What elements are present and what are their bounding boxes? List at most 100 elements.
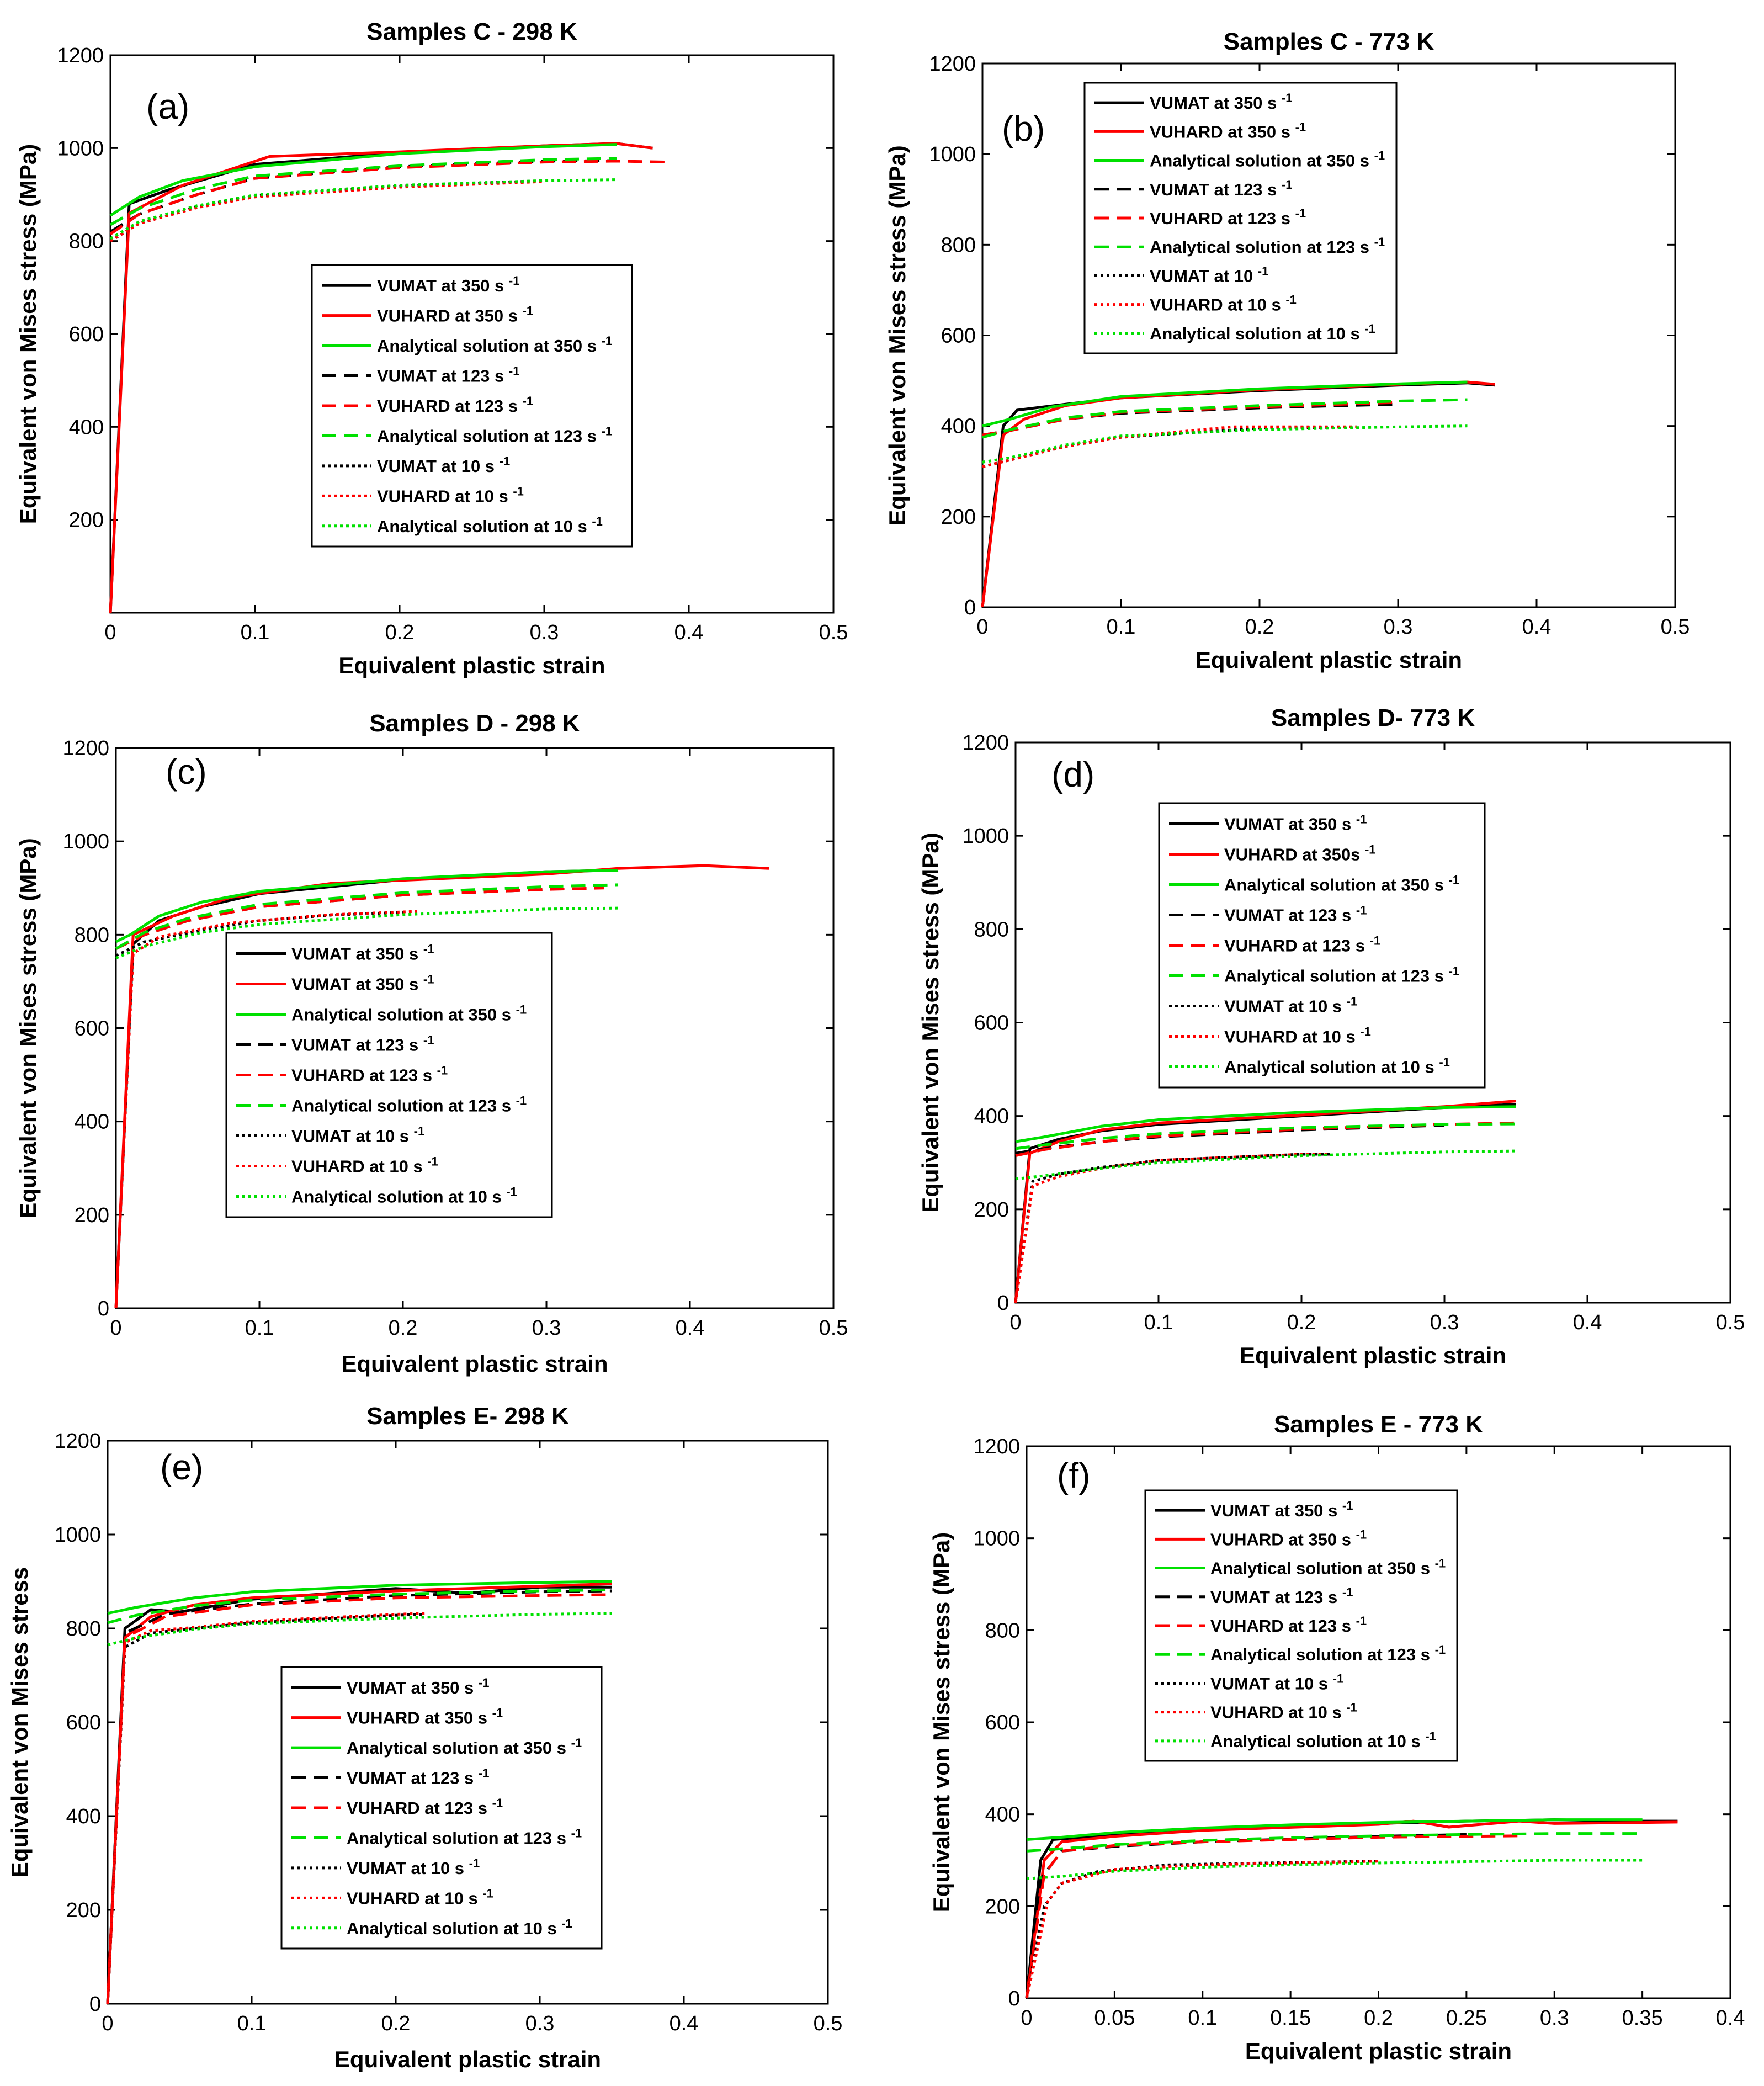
legend-label: VUHARD at 123 s -1: [377, 394, 533, 416]
series-line-9: [1026, 1859, 1643, 1880]
legend-box: [280, 1666, 603, 1950]
x-tick-label: 0: [1021, 2007, 1032, 2030]
legend-label: Analytical solution at 10 s -1: [347, 1916, 572, 1938]
legend-label: VUMAT at 123 s -1: [347, 1766, 489, 1788]
legend-label: VUHARD at 10 s -1: [347, 1886, 493, 1908]
legend-label: VUMAT at 10 s -1: [377, 454, 510, 476]
y-tick-label: 0: [997, 1292, 1009, 1315]
legend-label: VUMAT at 10 s -1: [347, 1856, 480, 1878]
y-tick-label: 200: [985, 1895, 1020, 1918]
legend-label: VUMAT at 350 s -1: [377, 274, 519, 296]
x-axis-label: Equivalent plastic strain: [1240, 1342, 1506, 1368]
legend-label: Analytical solution at 350 s -1: [377, 334, 612, 356]
y-tick-label: 400: [941, 415, 976, 438]
series-line-9: [115, 906, 619, 959]
x-axis-label: Equivalent plastic strain: [338, 652, 605, 678]
legend-label: VUHARD at 123 s -1: [1210, 1614, 1367, 1636]
legend-label: Analytical solution at 123 s -1: [1210, 1643, 1446, 1665]
y-tick-label: 1000: [973, 1527, 1020, 1551]
series-line-6: [107, 1588, 612, 1625]
y-axis-label: Equivalent von Mises stress (MPa): [15, 838, 41, 1218]
x-tick-label: 0.4: [676, 1317, 705, 1340]
y-tick-label: 1000: [929, 143, 976, 166]
y-tick-label: 1200: [62, 737, 109, 760]
panel-c: 0 0.1 0.2 0.3 0.4 0.5 0 200 400 600 800 1000 1200 Sam…: [15, 710, 848, 1377]
x-tick-label: 0: [110, 1317, 121, 1340]
legend-label: VUHARD at 123 s -1: [291, 1063, 448, 1085]
x-tick-label: 0.3: [532, 1317, 561, 1340]
y-axis-label: Equivalent von Mises stress: [7, 1567, 33, 1878]
x-axis-label: Equivalent plastic strain: [341, 1351, 608, 1377]
panel-letter: (d): [1051, 755, 1094, 794]
y-tick-label: 0: [89, 1993, 101, 2016]
x-tick-label: 0: [104, 621, 116, 644]
x-tick-label: 0.5: [1661, 615, 1690, 639]
x-tick-label: 0.5: [814, 2012, 843, 2035]
legend-label: VUHARD at 10 s -1: [1210, 1700, 1357, 1722]
legend-label: Analytical solution at 10 s -1: [1210, 1729, 1436, 1751]
series-line-2: [114, 864, 769, 1309]
legend-box: [1083, 82, 1398, 354]
series-line-3: [109, 143, 617, 217]
legend-label: VUHARD at 123 s -1: [1150, 206, 1306, 229]
legend: VUMAT at 350 s -1 VUHARD at 350s -1 Analyt…: [1158, 802, 1486, 1089]
legend-label: VUHARD at 350 s -1: [1150, 120, 1306, 141]
series-line-5: [1025, 1834, 1519, 1999]
y-tick-label: 600: [69, 323, 104, 346]
series-line-5: [115, 887, 604, 950]
x-tick-label: 0: [1009, 1311, 1021, 1334]
series-line-3: [1026, 1818, 1643, 1841]
series-line-5: [106, 1593, 612, 2004]
series-line-5: [109, 160, 667, 236]
legend-label: VUMAT at 10 s -1: [1224, 994, 1357, 1016]
y-tick-label: 200: [974, 1198, 1009, 1222]
series-line-9: [109, 178, 617, 240]
y-tick-label: 200: [69, 509, 104, 532]
legend-label: VUMAT at 123 s -1: [1224, 903, 1367, 925]
panel-a: 0 0.1 0.2 0.3 0.4 0.5 200 400 600 800 1000 1200 Samp…: [15, 18, 848, 678]
x-tick-label: 0.4: [1522, 615, 1552, 639]
series-line-7: [106, 1613, 425, 2004]
panel-letter: (b): [1002, 109, 1045, 148]
y-tick-label: 1000: [962, 825, 1009, 848]
panel-letter: (a): [146, 87, 189, 126]
x-tick-label: 0.4: [1573, 1311, 1602, 1334]
chart-title: Samples D- 773 K: [1271, 704, 1475, 731]
x-tick-label: 0.2: [381, 2012, 411, 2035]
legend: VUMAT at 350 s -1 VUMAT at 350 s -1 Analyt…: [225, 932, 553, 1218]
panel-f: 0 0.05 0.1 0.15 0.2 0.25 0.3 0.35 0.4 0 200 400 600 8…: [928, 1411, 1745, 2064]
series-line-6: [1015, 1122, 1516, 1150]
legend-label: Analytical solution at 350 s -1: [1150, 148, 1385, 171]
legend-label: VUMAT at 10 s -1: [291, 1124, 424, 1146]
legend-label: VUMAT at 350 s -1: [347, 1676, 489, 1698]
legend-label: VUHARD at 350s -1: [1224, 842, 1376, 864]
legend-label: VUMAT at 123 s -1: [377, 364, 519, 386]
chart-title: Samples E - 773 K: [1274, 1411, 1483, 1438]
panel-d: 0 0.1 0.2 0.3 0.4 0.5 0 200 400 600 800 1000 1200 Sam…: [917, 704, 1745, 1368]
legend-label: VUHARD at 123 s -1: [347, 1796, 503, 1818]
panel-b: 0 0.1 0.2 0.3 0.4 0.5 0 200 400 600 800 1000 1200 Sam…: [884, 28, 1689, 673]
y-tick-label: 1200: [57, 44, 104, 67]
legend-label: VUMAT at 123 s -1: [1210, 1585, 1353, 1607]
y-tick-label: 800: [941, 233, 976, 257]
series-line-6: [982, 398, 1468, 439]
legend: VUMAT at 350 s -1 VUHARD at 350 s -1 Analy…: [1083, 82, 1398, 354]
x-tick-label: 0.1: [1144, 1311, 1173, 1334]
legend: VUMAT at 350 s -1 VUHARD at 350 s -1 Analy…: [1144, 1489, 1458, 1762]
series-line-3: [115, 869, 619, 943]
y-tick-label: 600: [75, 1017, 109, 1041]
chart-title: Samples E- 298 K: [366, 1403, 569, 1430]
y-tick-label: 1200: [962, 731, 1009, 755]
y-axis-label: Equivalent von Mises stress (MPa): [928, 1532, 954, 1913]
y-tick-label: 1000: [54, 1524, 101, 1547]
series-line-6: [109, 157, 617, 226]
x-tick-label: 0.4: [1716, 2007, 1745, 2030]
y-tick-label: 800: [985, 1619, 1020, 1642]
y-tick-label: 600: [985, 1711, 1020, 1734]
legend-label: VUMAT at 10 s -1: [1210, 1671, 1343, 1694]
legend-label: VUMAT at 350 s -1: [291, 942, 434, 964]
series-line-9: [107, 1612, 612, 1647]
legend-label: VUMAT at 10 -1: [1150, 264, 1268, 286]
x-tick-label: 0.1: [1107, 615, 1136, 639]
y-tick-label: 1000: [57, 137, 104, 160]
